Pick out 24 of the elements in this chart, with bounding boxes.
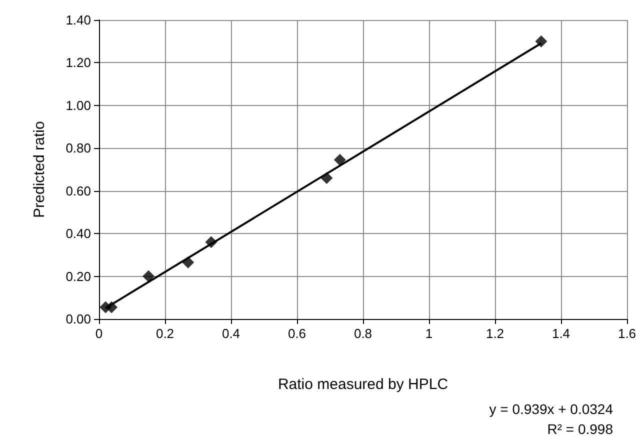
y-tick-label: 0.00: [66, 312, 91, 326]
y-axis-title: Predicted ratio: [31, 121, 48, 218]
x-tick-label: 1: [425, 326, 433, 341]
text: R² = 0.998: [547, 421, 614, 437]
x-tick-label: 0: [95, 326, 103, 341]
x-tick-label: 0.8: [354, 326, 372, 341]
x-tick-label: 0.2: [156, 326, 174, 341]
x-tick-label: 1.4: [552, 326, 570, 341]
y-tick-label: 0.40: [66, 226, 91, 242]
x-axis-title: Ratio measured by HPLC: [278, 376, 448, 393]
y-tick-label: 1.40: [66, 12, 91, 28]
x-tick-label: 0.4: [222, 326, 240, 341]
x-tick-label: 1.6: [618, 326, 636, 341]
y-tick-label: 0.60: [66, 183, 91, 198]
y-tick-label: 1.00: [66, 98, 91, 113]
x-tick-label: 0.6: [288, 326, 306, 341]
x-tick-label: 1.2: [486, 326, 504, 341]
y-tick-label: 1.20: [66, 55, 91, 70]
text: y = 0.939x + 0.0324: [489, 401, 614, 417]
y-tick-label: 0.80: [66, 140, 91, 156]
point: [142, 270, 154, 282]
y-tick-label: 0.20: [66, 268, 91, 284]
point: [535, 35, 548, 48]
point: [334, 154, 346, 166]
